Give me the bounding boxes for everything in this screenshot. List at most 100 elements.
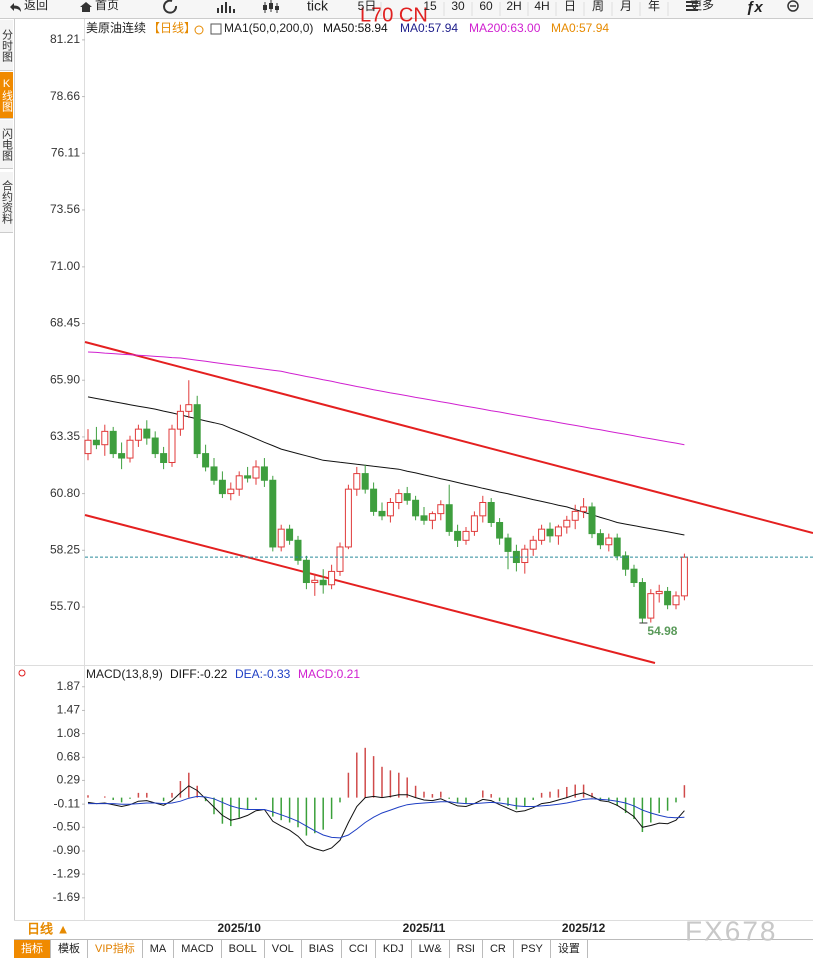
y-tick-label: 55.70: [50, 599, 80, 613]
x-tick-label: 2025/11: [403, 921, 446, 935]
period-button[interactable]: 4H: [534, 0, 549, 13]
macd-icon[interactable]: [18, 669, 26, 677]
candle-body: [151, 437, 159, 455]
candle-body: [168, 428, 176, 463]
candle-body: [596, 533, 604, 546]
home-icon[interactable]: [80, 2, 92, 12]
channel-lower: [84, 514, 656, 664]
candle-icon-body: [263, 5, 267, 10]
side-tab[interactable]: 闪电图: [0, 120, 13, 169]
x-tick-label: 2025/12: [562, 921, 606, 935]
macd-line: [87, 785, 685, 852]
candle-body: [252, 466, 260, 479]
period-button[interactable]: 日线 ▲: [27, 921, 69, 936]
refresh-icon[interactable]: [163, 0, 178, 14]
candle-body: [235, 475, 243, 490]
candle-body: [269, 479, 277, 548]
candle-body: [160, 453, 168, 463]
fx-button[interactable]: ƒx: [746, 0, 763, 16]
y-tick-label: 76.11: [51, 145, 80, 159]
candle-body: [454, 530, 462, 541]
indicator-icon[interactable]: [210, 23, 222, 35]
tab[interactable]: PSY: [514, 940, 551, 958]
tab[interactable]: 设置: [551, 940, 588, 958]
period-button[interactable]: 15: [423, 0, 437, 13]
tab[interactable]: RSI: [450, 940, 483, 958]
period-button[interactable]: 2H: [506, 0, 521, 13]
candle-body: [185, 404, 193, 412]
period-button[interactable]: 60: [479, 0, 493, 13]
y-tick-label: 1.08: [57, 726, 81, 740]
candle-body: [244, 475, 252, 479]
candle-body: [176, 410, 184, 430]
tab[interactable]: LW&: [412, 940, 450, 958]
candle-body: [260, 466, 268, 481]
tab[interactable]: VIP指标: [88, 940, 143, 958]
indicator-label: MA1(50,0,200,0): [224, 21, 313, 35]
zoom-icon[interactable]: [787, 0, 799, 12]
candle-body: [479, 501, 487, 517]
tab[interactable]: 指标: [14, 940, 51, 958]
period-button[interactable]: 年: [648, 0, 660, 13]
y-tick-label: 81.21: [50, 32, 80, 46]
legend-entry: DEA:-0.33: [235, 667, 291, 681]
candle-body: [361, 473, 369, 490]
tab[interactable]: MACD: [174, 940, 222, 958]
settings-icon[interactable]: [194, 25, 204, 35]
candle-body: [344, 488, 352, 548]
period-button[interactable]: 30: [451, 0, 465, 13]
candle-body: [193, 404, 201, 455]
y-tick-label: -1.69: [53, 890, 81, 904]
back-icon[interactable]: [10, 3, 21, 12]
candle-body: [647, 593, 655, 619]
candle-body: [437, 504, 445, 515]
tab[interactable]: 模板: [51, 940, 88, 958]
candle-icon-body: [269, 3, 273, 9]
candle-body: [126, 439, 134, 459]
tab[interactable]: KDJ: [376, 940, 412, 958]
candle-body: [470, 515, 478, 532]
ma-line: [87, 351, 685, 446]
side-tab[interactable]: 分时图: [0, 20, 13, 71]
legend-entry: MA50:58.94: [323, 21, 388, 35]
period-button[interactable]: 周: [592, 0, 604, 13]
tab[interactable]: BOLL: [222, 940, 265, 958]
side-tab[interactable]: 合约资料: [0, 172, 13, 233]
period-button[interactable]: 5日: [358, 0, 377, 13]
candle-body: [487, 501, 495, 524]
tab[interactable]: BIAS: [302, 940, 342, 958]
bar-icon[interactable]: [217, 2, 235, 13]
legend-entry: MA0:57.94: [551, 21, 609, 35]
period-button[interactable]: 日: [564, 0, 576, 13]
candle-body: [202, 453, 210, 468]
candle-body: [580, 506, 588, 512]
candle-body: [605, 537, 613, 546]
macd-line: [88, 795, 685, 839]
candle-body: [328, 570, 336, 586]
chart-subtitle: 【日线】: [148, 21, 196, 35]
tick-button[interactable]: tick: [307, 0, 329, 14]
y-tick-label: -1.29: [53, 866, 81, 880]
candle-body: [286, 528, 294, 541]
candle-body: [143, 428, 151, 439]
candle-body: [395, 493, 403, 503]
home-button[interactable]: 首页: [95, 0, 119, 12]
back-button[interactable]: 返回: [24, 0, 48, 12]
y-tick-label: 71.00: [50, 259, 80, 273]
candle-body: [336, 546, 344, 572]
tab[interactable]: MA: [143, 940, 175, 958]
low-label: 54.98: [647, 624, 677, 638]
y-tick-label: 78.66: [50, 89, 80, 103]
tab[interactable]: VOL: [265, 940, 302, 958]
candle-body: [227, 488, 235, 495]
y-tick-label: -0.90: [53, 843, 81, 857]
candle-body: [412, 499, 420, 517]
period-button[interactable]: 月: [620, 0, 632, 13]
tab[interactable]: CR: [483, 940, 514, 958]
y-tick-label: 0.68: [57, 749, 81, 763]
candle-body: [504, 537, 512, 552]
indicator-tabs: 指标 模板 VIP指标 MA MACD BOLL VOL BIAS CCI KD…: [14, 940, 588, 958]
side-tab-active[interactable]: K线图: [0, 72, 13, 119]
candle-body: [630, 568, 638, 584]
tab[interactable]: CCI: [342, 940, 376, 958]
